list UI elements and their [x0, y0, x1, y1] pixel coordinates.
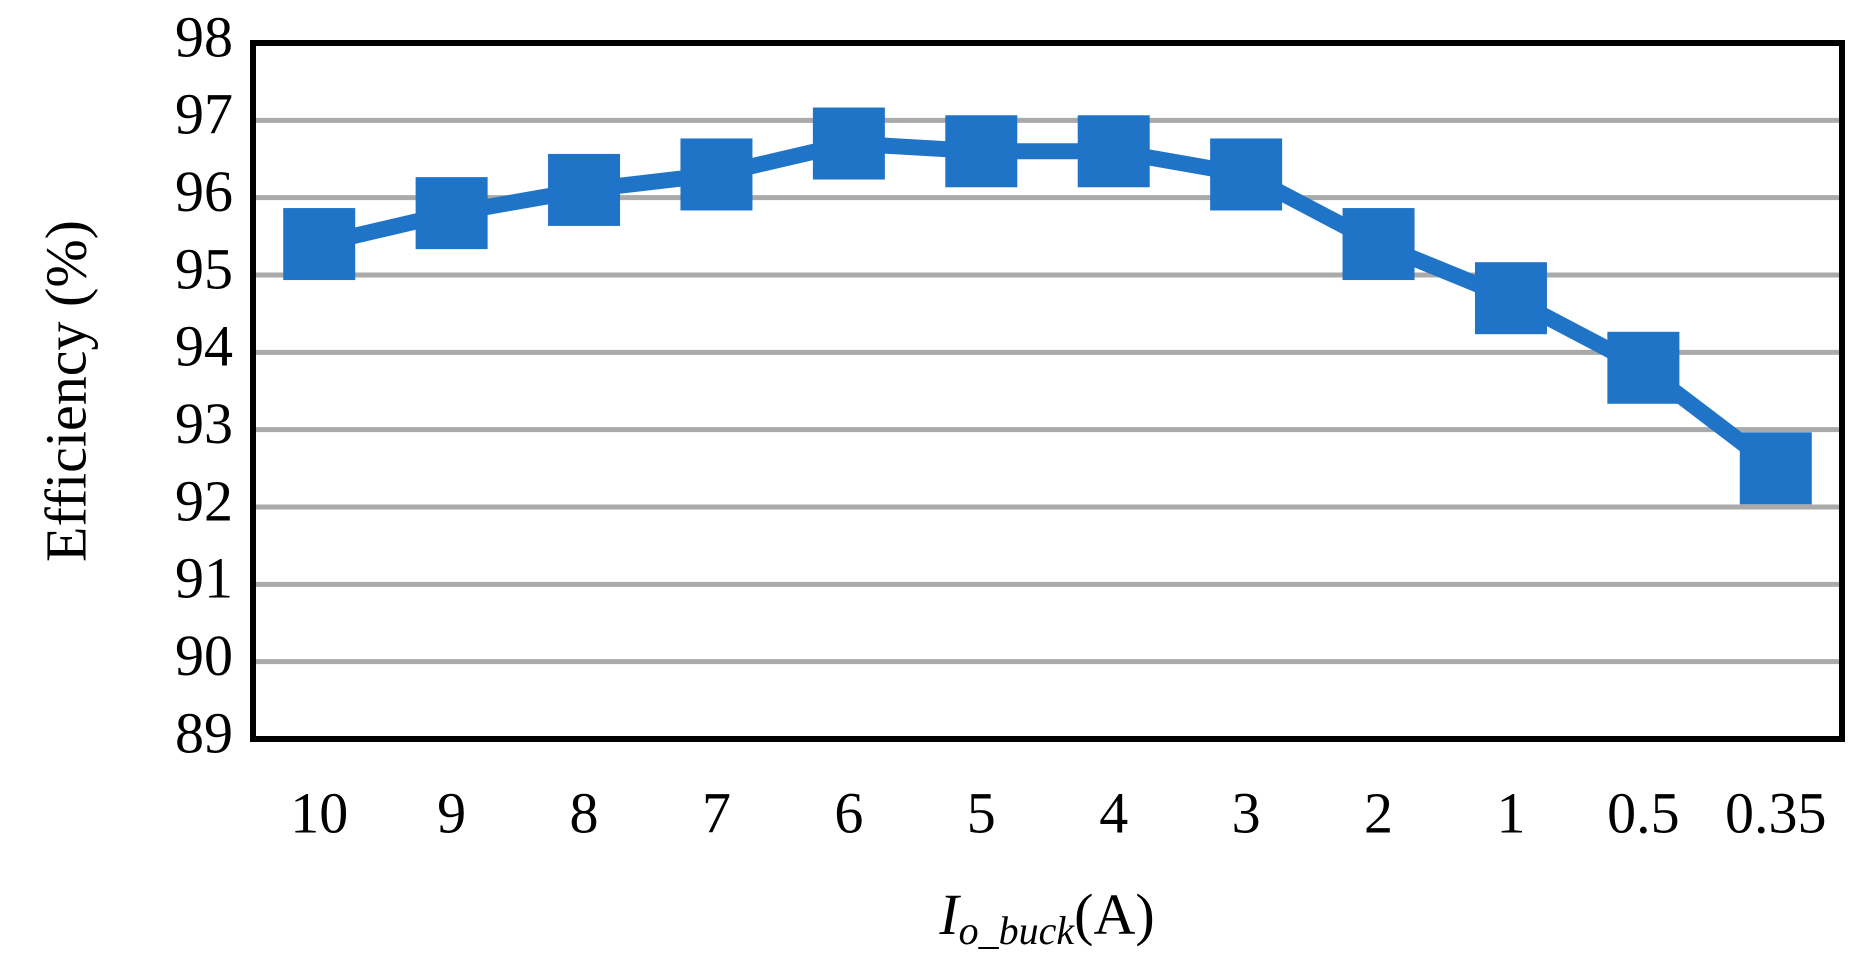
y-axis-label: Efficiency (%) — [33, 220, 98, 562]
y-tick-label: 89 — [175, 700, 233, 765]
y-tick-label: 96 — [175, 159, 233, 224]
y-tick-label: 93 — [175, 391, 233, 456]
x-tick-label: 3 — [1232, 780, 1261, 845]
x-tick-label: 5 — [967, 780, 996, 845]
marker — [283, 208, 356, 281]
marker — [680, 138, 753, 211]
x-tick-label: 7 — [702, 780, 731, 845]
x-tick-label: 1 — [1496, 780, 1525, 845]
x-tick-label: 9 — [437, 780, 466, 845]
marker — [1607, 331, 1680, 404]
y-tick-label: 95 — [175, 236, 233, 301]
x-tick-label: 2 — [1364, 780, 1393, 845]
x-axis-label-sub: o_buck — [959, 908, 1076, 953]
marker — [415, 177, 488, 250]
marker — [945, 115, 1018, 188]
x-tick-label: 0.35 — [1725, 780, 1827, 845]
marker — [1739, 432, 1812, 505]
marker — [548, 153, 621, 226]
series-line — [317, 135, 1781, 475]
plot-border — [250, 40, 1845, 742]
x-tick-label: 6 — [834, 780, 863, 845]
x-tick-label: 8 — [570, 780, 599, 845]
marker — [1342, 208, 1415, 281]
marker — [1474, 262, 1547, 335]
x-tick-label: 4 — [1099, 780, 1128, 845]
x-tick-label: 10 — [290, 780, 348, 845]
y-tick-label: 90 — [175, 623, 233, 688]
y-tick-label: 92 — [175, 468, 233, 533]
y-tick-label: 97 — [175, 82, 233, 147]
marker — [812, 107, 885, 180]
x-tick-label: 0.5 — [1607, 780, 1680, 845]
x-axis-label: Io_buck(A) — [938, 882, 1154, 953]
y-tick-label: 91 — [175, 546, 233, 611]
x-axis-label-main: I — [938, 882, 961, 947]
marker — [1210, 138, 1283, 211]
y-tick-label: 98 — [175, 4, 233, 69]
x-axis-label-unit: (A) — [1074, 882, 1155, 947]
y-tick-label: 94 — [175, 314, 233, 379]
marker — [1077, 115, 1150, 188]
